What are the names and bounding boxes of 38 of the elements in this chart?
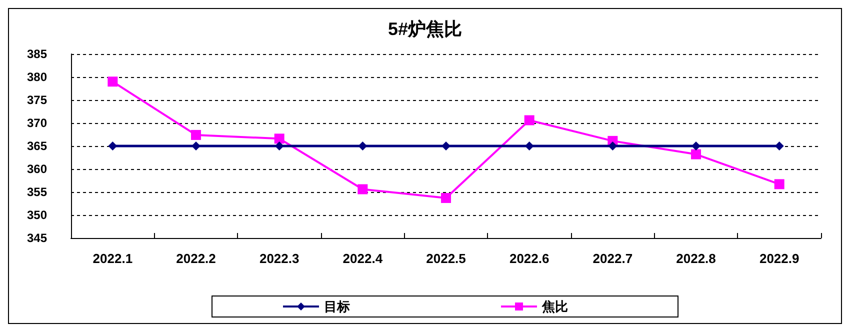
x-tick-label: 2022.3 [259, 251, 300, 266]
y-tick-label: 345 [26, 231, 48, 245]
x-tick-label: 2022.8 [676, 251, 716, 266]
point [191, 130, 201, 140]
x-tick-label: 2022.4 [342, 251, 384, 266]
y-tick-label: 370 [26, 116, 48, 130]
point [442, 142, 450, 150]
point [691, 149, 701, 160]
x-tick-label: 2022.9 [759, 251, 800, 266]
point [192, 142, 200, 150]
point [608, 142, 618, 150]
point [692, 142, 700, 150]
legend-label: 焦比 [541, 299, 568, 314]
point [274, 142, 284, 150]
point [358, 184, 368, 194]
chart-title: 5#炉焦比 [388, 19, 462, 39]
legend-label: 目标 [324, 299, 350, 314]
x-tick-label: 2022.1 [92, 251, 133, 266]
y-tick-label: 375 [26, 93, 48, 107]
y-tick-label: 380 [26, 70, 48, 84]
x-tick-label: 2022.7 [592, 251, 633, 266]
point [441, 192, 451, 203]
x-tick-label: 2022.5 [426, 251, 466, 266]
point [358, 142, 368, 150]
point [274, 134, 284, 144]
point [108, 76, 118, 87]
x-tick-label: 2022.2 [176, 251, 216, 266]
point [774, 179, 784, 190]
x-tick-label: 2022.6 [509, 251, 550, 266]
point [774, 142, 784, 150]
y-tick-label: 365 [26, 139, 48, 153]
y-tick-label: 350 [26, 208, 48, 222]
point [524, 115, 534, 126]
point [108, 142, 118, 150]
point [524, 142, 534, 150]
y-tick-label: 355 [26, 185, 48, 199]
y-tick-label: 360 [26, 162, 48, 176]
y-tick-label: 385 [26, 47, 48, 61]
